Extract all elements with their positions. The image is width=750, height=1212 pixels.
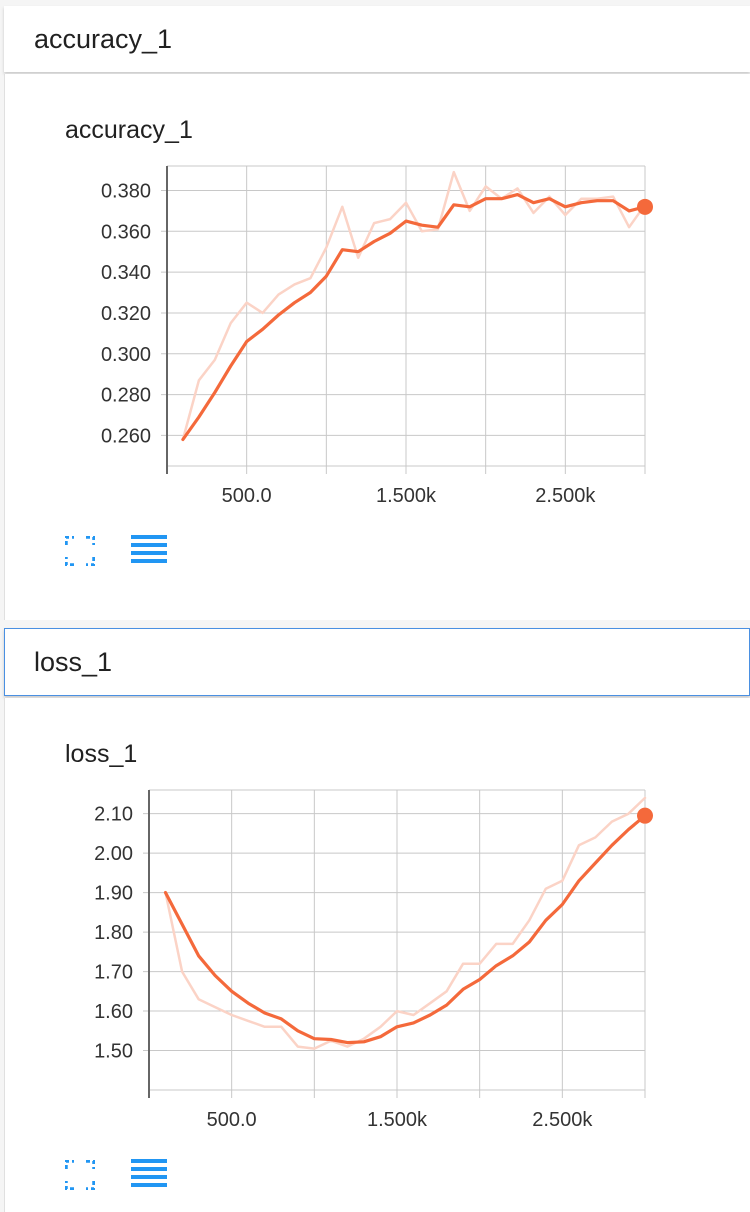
y-tick-label: 0.260 <box>101 425 151 447</box>
chart-card-accuracy: accuracy_1 0.260 0.280 0.300 0.320 0.340 0.36… <box>4 74 750 620</box>
y-tick-label: 1.80 <box>94 922 133 944</box>
chart-card-loss: loss_1 1.50 1.60 1.70 1.80 1.90 2.00 2.10 500.0… <box>4 698 750 1212</box>
x-tick-label: 500.0 <box>222 485 272 507</box>
y-tick-label: 1.60 <box>94 1001 133 1023</box>
y-tick-label: 0.320 <box>101 303 151 325</box>
y-tick-label: 0.300 <box>101 344 151 366</box>
fullscreen-icon[interactable] <box>64 535 96 571</box>
last-point-marker <box>637 198 653 215</box>
loss-chart: 1.50 1.60 1.70 1.80 1.90 2.00 2.10 500.0 1.500k 2… <box>94 789 653 1131</box>
chart-title: loss_1 <box>65 740 138 768</box>
data-table-icon[interactable] <box>131 1159 167 1196</box>
section-header-loss[interactable]: loss_1 <box>4 628 750 696</box>
data-table-icon[interactable] <box>131 535 167 572</box>
y-tick-label: 0.340 <box>101 262 151 284</box>
y-tick-label: 2.00 <box>94 843 133 865</box>
y-tick-label: 1.50 <box>94 1041 133 1063</box>
x-tick-label: 1.500k <box>367 1109 428 1131</box>
last-point-marker <box>637 807 653 824</box>
y-tick-label: 0.360 <box>101 221 151 243</box>
accuracy-chart: 0.260 0.280 0.300 0.320 0.340 0.360 0.380 500.0… <box>101 165 653 507</box>
y-tick-label: 0.380 <box>101 180 151 202</box>
x-tick-label: 2.500k <box>535 485 596 507</box>
x-tick-label: 2.500k <box>532 1109 593 1131</box>
fullscreen-icon[interactable] <box>64 1159 96 1195</box>
y-tick-label: 1.90 <box>94 883 133 905</box>
chart-title: accuracy_1 <box>65 116 193 144</box>
section-header-title: loss_1 <box>34 647 113 677</box>
series-line-raw <box>181 170 647 441</box>
series-line-smoothed <box>163 814 647 1045</box>
section-header-title: accuracy_1 <box>34 24 173 54</box>
y-tick-label: 0.280 <box>101 385 151 407</box>
y-tick-label: 2.10 <box>94 804 133 826</box>
series-line-smoothed <box>181 192 647 442</box>
x-tick-label: 1.500k <box>376 485 437 507</box>
section-header-accuracy[interactable]: accuracy_1 <box>4 6 750 72</box>
x-tick-label: 500.0 <box>207 1109 257 1131</box>
y-tick-label: 1.70 <box>94 962 133 984</box>
series-line-raw <box>164 796 647 1050</box>
